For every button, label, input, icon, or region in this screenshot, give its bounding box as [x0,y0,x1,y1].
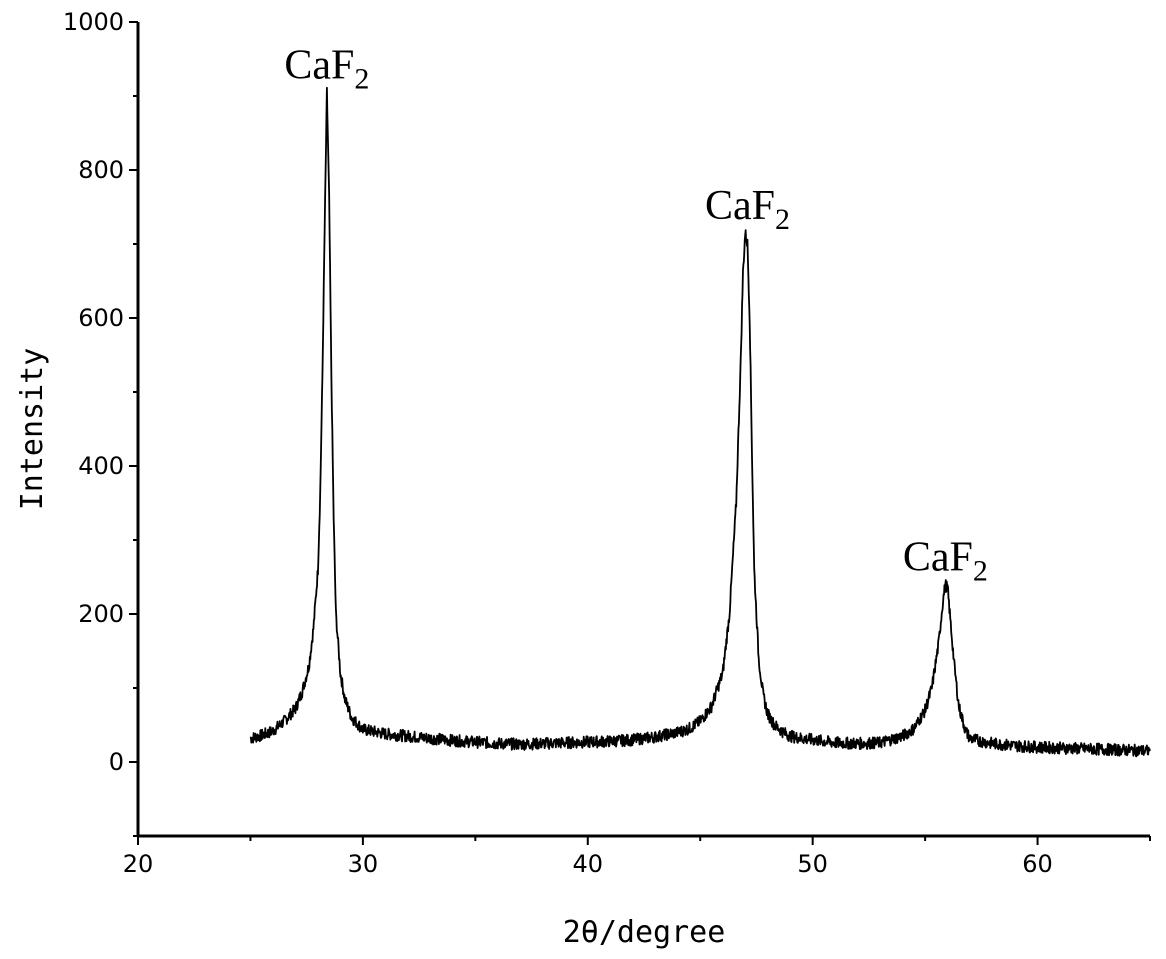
y-tick-label: 400 [78,452,124,480]
y-axis: 0 200 400 600 800 1000 [63,8,138,837]
peak-label-base: CaF [903,534,973,580]
xrd-pattern-line [249,86,1151,758]
y-tick-label: 0 [109,748,124,776]
peak-label-subscript: 2 [775,203,790,236]
plot-frame [136,22,1150,838]
x-tick-label: 60 [1022,850,1053,878]
y-axis-title: Intensity [15,348,50,511]
y-tick-label: 200 [78,600,124,628]
series-layer [249,86,1151,758]
x-axis: 20 30 40 50 60 [123,836,1151,878]
x-axis-title: 2θ/degree [563,915,726,950]
peak-label: CaF2 [705,183,790,236]
peak-label-subscript: 2 [354,62,369,95]
y-tick-label: 1000 [63,8,124,36]
x-tick-label: 40 [573,850,604,878]
peak-label: CaF2 [903,534,988,587]
peak-label-base: CaF [284,42,354,88]
y-tick-label: 600 [78,304,124,332]
peak-label-base: CaF [705,183,775,229]
peak-label: CaF2 [284,42,369,95]
x-tick-label: 20 [123,850,154,878]
peak-label-subscript: 2 [973,554,988,587]
x-tick-label: 50 [797,850,828,878]
y-tick-label: 800 [78,156,124,184]
x-tick-label: 30 [348,850,379,878]
